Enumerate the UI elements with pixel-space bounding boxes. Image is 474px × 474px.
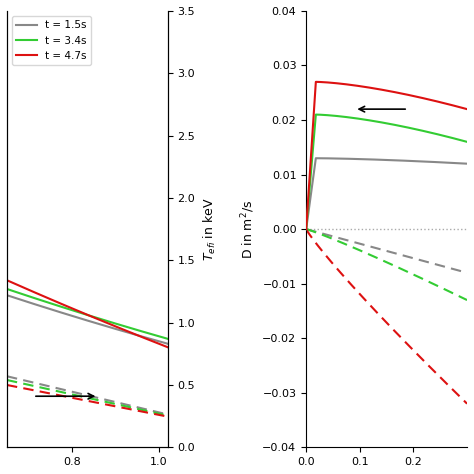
Y-axis label: $T_{efi}$ in keV: $T_{efi}$ in keV (202, 197, 219, 261)
Y-axis label: D in m$^2$/s: D in m$^2$/s (239, 200, 257, 259)
Legend: t = 1.5s, t = 3.4s, t = 4.7s: t = 1.5s, t = 3.4s, t = 4.7s (12, 16, 91, 65)
